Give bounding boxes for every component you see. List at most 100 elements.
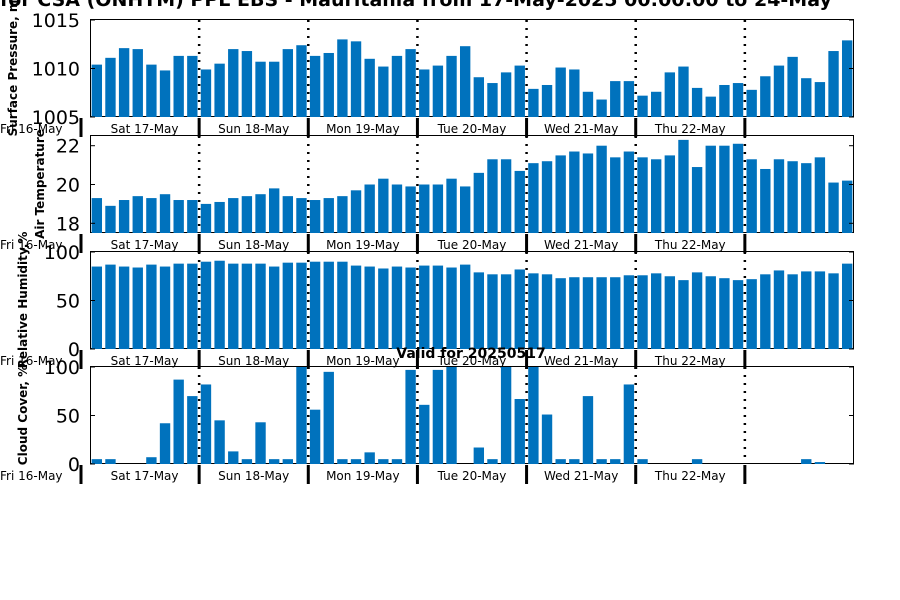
- data-bar: [282, 262, 294, 349]
- x-tick-label-first: Fri 16-May: [0, 122, 63, 136]
- data-bar: [105, 264, 116, 349]
- data-bar: [541, 414, 553, 464]
- data-bar: [473, 447, 485, 464]
- x-tick-label: Thu 22-May: [654, 122, 726, 136]
- data-bar: [841, 40, 853, 118]
- data-bar: [473, 272, 485, 349]
- data-bar: [719, 278, 730, 349]
- data-bar: [705, 276, 716, 349]
- data-bar: [296, 367, 307, 464]
- data-bar: [173, 263, 184, 349]
- x-tick-label-first: Fri 16-May: [0, 469, 63, 483]
- data-bar: [664, 276, 676, 349]
- data-bar: [828, 182, 839, 233]
- data-bar: [500, 159, 512, 233]
- data-bar: [841, 263, 853, 349]
- data-bar: [801, 271, 812, 349]
- data-bar: [691, 87, 703, 117]
- data-bar: [241, 196, 253, 233]
- data-bar: [528, 163, 539, 233]
- x-tick-label: Wed 21-May: [544, 354, 618, 368]
- bar-series: [91, 39, 853, 118]
- valid-date-label: Valid for 20250517: [396, 346, 545, 362]
- data-bar: [200, 203, 212, 233]
- data-bar: [801, 163, 812, 233]
- data-bar: [541, 161, 553, 233]
- data-bar: [732, 143, 744, 233]
- panel-relative-humidity: 0 50 100 Sat 17-May Sun 18-May Mon 19-May Tue…: [0, 232, 854, 369]
- data-bar: [241, 459, 253, 464]
- data-bar: [173, 200, 184, 233]
- data-bar: [500, 367, 512, 464]
- data-bar: [268, 459, 280, 464]
- data-bar: [146, 264, 157, 349]
- data-bar: [541, 274, 553, 349]
- x-tick-label: Sun 18-May: [218, 238, 289, 252]
- data-bar: [323, 261, 334, 349]
- data-bar: [569, 459, 580, 464]
- data-bar: [732, 280, 744, 349]
- data-bar: [350, 459, 362, 464]
- data-bar: [773, 270, 785, 349]
- data-bar: [255, 194, 266, 233]
- data-bar: [801, 78, 812, 117]
- data-bar: [405, 267, 416, 349]
- data-bar: [228, 451, 239, 464]
- data-bar: [446, 178, 457, 233]
- y-tick-label: 100: [44, 242, 80, 264]
- data-bar: [432, 369, 444, 464]
- y-tick-label: 50: [56, 406, 80, 428]
- data-bar: [582, 277, 594, 349]
- data-bar: [378, 268, 389, 349]
- data-bar: [323, 52, 334, 118]
- data-bar: [446, 267, 457, 349]
- y-tick-label: 0: [68, 454, 80, 476]
- x-tick-label: Thu 22-May: [654, 354, 726, 368]
- data-bar: [814, 462, 826, 464]
- data-bar: [132, 267, 143, 349]
- y-tick-label: 1005: [32, 107, 80, 129]
- y-axis-label: Relative Humidity,%: [16, 232, 30, 369]
- data-bar: [364, 184, 375, 233]
- x-tick-label: Mon 19-May: [326, 469, 400, 483]
- x-tick-label: Thu 22-May: [654, 469, 726, 483]
- data-bar: [828, 51, 839, 117]
- data-bar: [678, 280, 689, 349]
- data-bar: [118, 200, 130, 233]
- x-tick-label-first: Fri 16-May: [0, 238, 63, 252]
- data-bar: [146, 198, 157, 233]
- y-ticks: 1005 1010 1015: [32, 10, 854, 129]
- x-tick-label: Sat 17-May: [111, 238, 179, 252]
- x-tick-label: Sat 17-May: [111, 122, 179, 136]
- x-tick-label: Tue 20-May: [437, 238, 507, 252]
- data-bar: [801, 459, 812, 464]
- data-bar: [296, 198, 307, 233]
- y-tick-label: 18: [56, 213, 80, 235]
- data-bar: [719, 145, 730, 233]
- data-bar: [610, 157, 621, 233]
- data-bar: [405, 369, 416, 464]
- data-bar: [596, 277, 607, 349]
- data-bar: [787, 56, 798, 117]
- data-bar: [582, 153, 594, 233]
- data-bar: [378, 178, 389, 233]
- data-bar: [555, 67, 566, 117]
- data-bar: [255, 263, 266, 349]
- x-tick-label-first: Fri 16-May: [0, 354, 63, 368]
- data-bar: [528, 273, 539, 349]
- x-ticks: Sat 17-May Sun 18-May Mon 19-May Tue 20-May…: [0, 234, 747, 253]
- data-bar: [650, 159, 662, 233]
- data-bar: [419, 404, 430, 464]
- data-bar: [173, 379, 184, 464]
- data-bar: [746, 279, 757, 349]
- data-bar: [787, 274, 798, 349]
- data-bar: [678, 139, 689, 233]
- data-bar: [787, 161, 798, 233]
- data-bar: [296, 45, 307, 117]
- y-tick-label: 0: [68, 339, 80, 361]
- x-ticks: Sat 17-May Sun 18-May Mon 19-May Tue 20-May…: [0, 465, 747, 484]
- data-bar: [555, 278, 566, 349]
- x-ticks: Sat 17-May Sun 18-May Mon 19-May Tue 20-May…: [0, 118, 747, 137]
- data-bar: [514, 399, 525, 464]
- x-tick-label: Sat 17-May: [111, 469, 179, 483]
